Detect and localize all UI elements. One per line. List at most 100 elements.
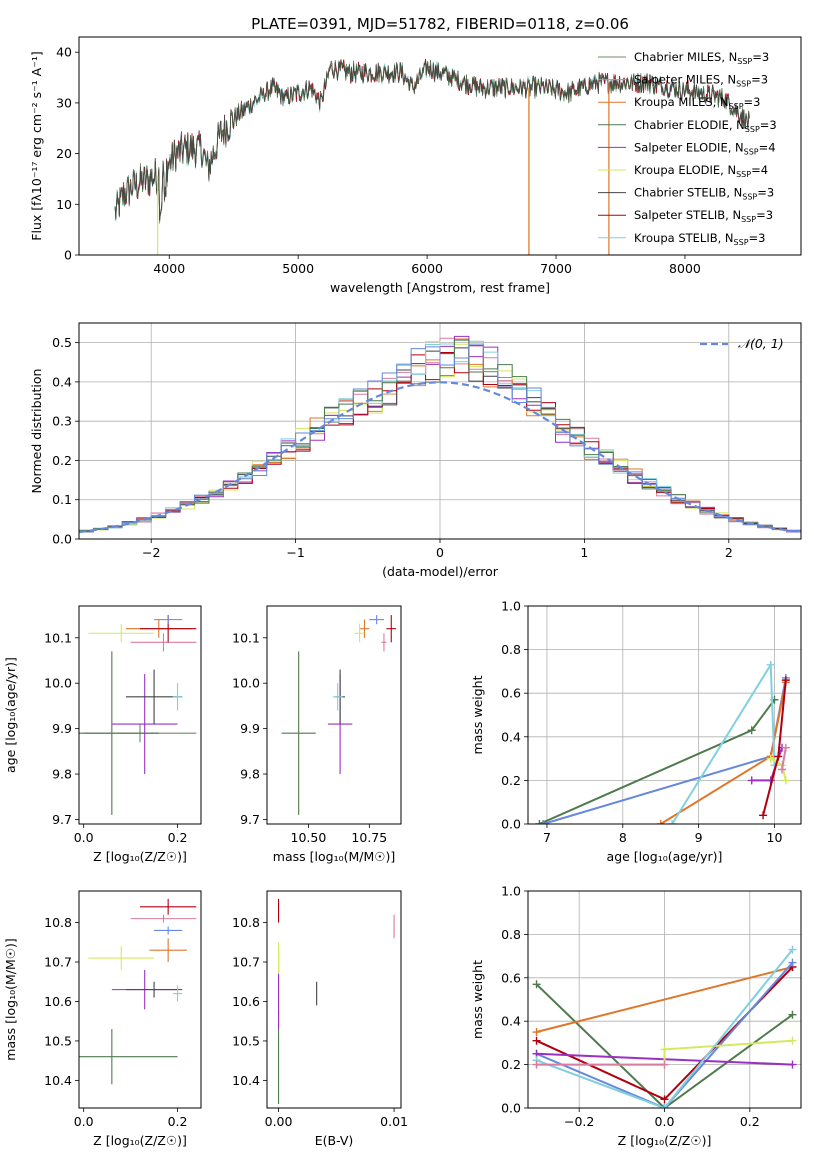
y-tick-label: 0.6 (501, 686, 521, 701)
weight-lines (532, 945, 797, 1108)
weight-marker-kroupa_stelib (660, 1104, 669, 1108)
legend-label-main: Chabrier MILES, N (634, 50, 737, 64)
y-tick-label: 10.4 (232, 1073, 260, 1088)
y-tick-label: 0.0 (501, 817, 521, 832)
weight-marker-chabrier_elodie (532, 980, 541, 989)
axes-frame (78, 36, 802, 256)
legend-label-main: Chabrier STELIB, N (634, 186, 742, 200)
axes-frame (527, 890, 802, 1109)
x-axis-label: Z [log₁₀(Z/Z☉)] (93, 849, 187, 864)
y-tick-label: 1.0 (501, 884, 521, 899)
y-tick-label: 9.9 (240, 721, 260, 736)
y-tick-label: 0.0 (52, 532, 72, 547)
weight-marker-blue_series (788, 958, 797, 967)
residuals-panel: −2 −1 0 1 2 0.0 0.1 0.2 0.3 0.4 0.5 (data-model)/er… (29, 322, 802, 579)
legend-label-suffix: =3 (756, 208, 773, 222)
spectrum-panel: 4000 5000 6000 7000 8000 0 10 20 30 40 wavelength … (29, 15, 802, 295)
weight-line-kroupa_stelib (536, 948, 794, 1108)
x-tick-label: 0.2 (740, 1114, 760, 1129)
weight-marker-salpeter_miles (660, 1060, 669, 1069)
x-tick-label: 2 (725, 545, 733, 560)
weight-marker-kroupa_elodie (788, 1036, 797, 1045)
x-tick-label: 0.01 (380, 1114, 408, 1129)
weight-marker-kroupa_stelib (668, 820, 677, 824)
legend-label-chabrier_elodie: Chabrier ELODIE, NSSP=3 (634, 118, 777, 134)
x-tick-label: 10.75 (351, 830, 387, 845)
legend-label-chabrier_miles: Chabrier MILES, NSSP=3 (634, 50, 769, 66)
spectrum-line-chabrier_stelib (114, 59, 750, 221)
legend-label-kroupa_stelib: Kroupa STELIB, NSSP=3 (634, 231, 765, 247)
weight-lines (535, 660, 790, 824)
weight-line-blue_series (536, 961, 794, 1108)
x-tick-label: 6000 (411, 261, 443, 276)
legend-label-suffix: =4 (751, 163, 768, 177)
axes-frame (78, 605, 202, 825)
x-tick-label: 0.2 (168, 1114, 188, 1129)
weight-marker-salpeter_stelib (532, 1036, 541, 1045)
y-tick-label: 0.2 (501, 773, 521, 788)
legend-label-chabrier_stelib: Chabrier STELIB, NSSP=3 (634, 186, 774, 202)
x-tick-label: 0 (436, 545, 444, 560)
x-tick-label: 5000 (282, 261, 314, 276)
legend-label-main: Kroupa ELODIE, N (634, 163, 736, 177)
weight-marker-kroupa_miles (656, 820, 665, 824)
axes-frame (266, 605, 402, 825)
y-tick-label: 0.0 (501, 1101, 521, 1116)
y-tick-label: 10.0 (232, 676, 260, 691)
y-axis-label: Flux [fλ10⁻¹⁷ erg cm⁻² s⁻¹ A⁻¹] (29, 51, 44, 240)
legend-label-kroupa_elodie: Kroupa ELODIE, NSSP=4 (634, 163, 768, 179)
x-axis-label: wavelength [Angstrom, rest frame] (330, 280, 550, 295)
weight-marker-kroupa_stelib (766, 660, 775, 669)
x-tick-label: 0.00 (265, 1114, 293, 1129)
age_vs_mass-panel: 10.50 10.75 9.7 9.8 9.9 10.0 10.1 mass [log₁₀(M… (232, 605, 402, 864)
x-tick-label: 8 (619, 830, 627, 845)
weight-marker-chabrier_elodie (788, 1010, 797, 1019)
legend-label-kroupa_miles: Kroupa MILES, NSSP=3 (634, 95, 760, 111)
errorbars (79, 615, 197, 815)
weight-marker-kroupa_miles (532, 1028, 541, 1037)
weight-marker-salpeter_miles (781, 743, 790, 752)
y-tick-label: 0.4 (52, 374, 72, 389)
x-axis-label: Z [log₁₀(Z/Z☉)] (618, 1133, 712, 1148)
histograms (79, 335, 801, 535)
y-tick-label: 10 (56, 197, 72, 212)
weight-marker-salpeter_miles (778, 765, 787, 774)
y-tick-label: 9.8 (240, 767, 260, 782)
weight-marker-salpeter_miles (532, 1060, 541, 1069)
legend-label-suffix: =4 (759, 140, 776, 154)
weight-line-chabrier_elodie (535, 983, 794, 1108)
legend-label-normal: 𝒩(0, 1) (738, 336, 784, 351)
axes-frame (78, 890, 202, 1109)
weight-line-kroupa_stelib (671, 661, 776, 824)
y-tick-label: 0.6 (501, 970, 521, 985)
legend-label-sub: SSP (745, 125, 760, 134)
y-tick-label: 0.2 (501, 1057, 521, 1072)
legend-label-sub: SSP (736, 170, 751, 179)
weight-marker-kroupa_elodie (766, 754, 775, 763)
y-tick-label: 0.8 (501, 927, 521, 942)
y-tick-label: 10.6 (232, 994, 260, 1009)
legend-label-sub: SSP (729, 102, 744, 111)
weight-marker-salpeter_elodie (747, 776, 756, 785)
y-tick-label: 0 (64, 248, 72, 263)
y-axis-label: age [log₁₀(age/yr)] (3, 657, 18, 773)
legend-label-sub: SSP (736, 80, 751, 89)
weight-marker-kroupa_elodie (660, 1045, 669, 1054)
weight-marker-salpeter_stelib (759, 811, 768, 820)
legend-label-main: Salpeter STELIB, N (634, 208, 741, 222)
y-tick-label: 0.4 (501, 729, 521, 744)
y-tick-label: 9.7 (240, 812, 260, 827)
x-tick-label: 4000 (153, 261, 185, 276)
x-axis-label: Z [log₁₀(Z/Z☉)] (93, 1133, 187, 1148)
spectrum-lines (114, 58, 750, 255)
x-axis-label: E(B-V) (315, 1133, 354, 1148)
weight-line-salpeter_elodie (751, 747, 783, 782)
axes-frame (78, 322, 802, 540)
weight-marker-kroupa_elodie (781, 776, 790, 785)
y-axis-label: Normed distribution (29, 369, 44, 494)
x-tick-label: 0.0 (74, 1114, 94, 1129)
x-tick-label: 0.2 (168, 830, 188, 845)
weight-marker-kroupa_stelib (788, 945, 797, 954)
axes-frame (527, 605, 802, 825)
